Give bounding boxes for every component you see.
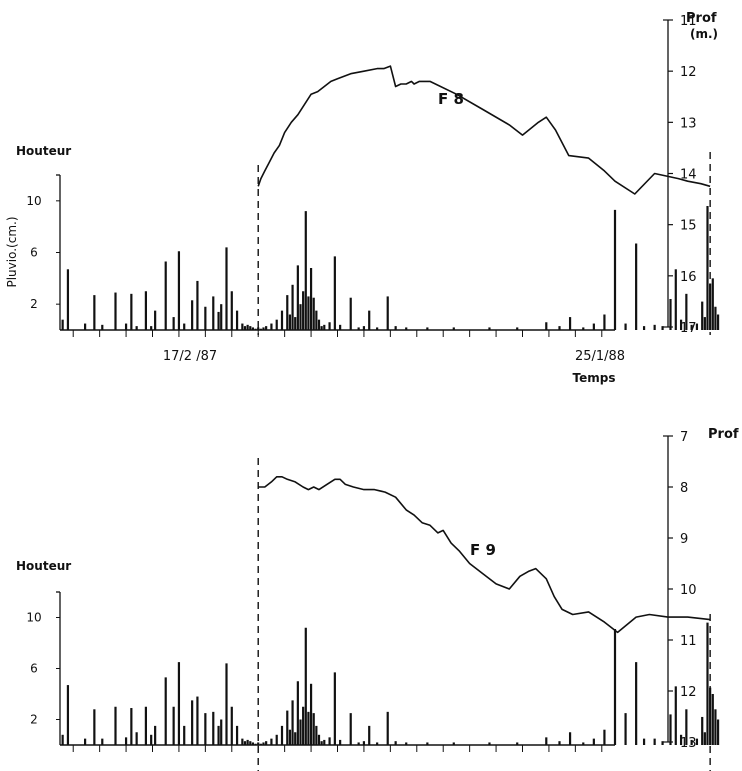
depth-tick-label: 15 [680,219,697,234]
depth-axis-label: Prof [708,427,739,442]
depth-tick-label: 13 [680,116,697,131]
depth-tick-label: 10 [680,583,697,598]
rain-axis-title: Houteur [16,144,71,158]
panel-f8: Houteur Pluvio.(cm.) F 8 Prof (m.) 17/2 … [5,11,720,385]
depth-tick-label: 12 [680,65,697,80]
series-label-f9: F 9 [470,541,496,559]
panel-f9: Houteur F 9 Prof 2 6 10 7 8 9 10 11 12 13 [16,427,739,771]
depth-tick-label: 7 [680,430,688,445]
rain-tick-label: 10 [26,611,41,625]
time-axis-label: Temps [573,371,616,385]
depth-axis-unit: (m.) [690,27,718,41]
depth-tick-label: 14 [680,168,697,183]
rain-tick-label: 2 [30,297,38,311]
depth-tick-label: 11 [680,634,697,649]
depth-axis-label: Prof [686,11,717,26]
rain-axis-label: Pluvio.(cm.) [5,216,19,287]
depth-tick-label: 17 [680,321,697,336]
depth-tick-label: 12 [680,685,697,700]
depth-tick-label: 16 [680,270,697,285]
depth-curve [257,65,711,195]
depth-tick-label: 8 [680,481,688,496]
depth-tick-label: 11 [680,14,697,29]
rain-tick-label: 6 [30,662,38,676]
start-date-label: 17/2 /87 [163,349,217,364]
rain-tick-label: 2 [30,713,38,727]
series-label-f8: F 8 [438,90,464,108]
depth-tick-label: 13 [680,736,697,751]
end-date-label: 25/1/88 [575,349,625,364]
rain-axis-title: Houteur [16,559,71,573]
depth-curve [258,475,711,634]
rain-tick-label: 10 [26,194,41,208]
rain-tick-label: 6 [30,246,38,260]
depth-tick-label: 9 [680,532,688,547]
